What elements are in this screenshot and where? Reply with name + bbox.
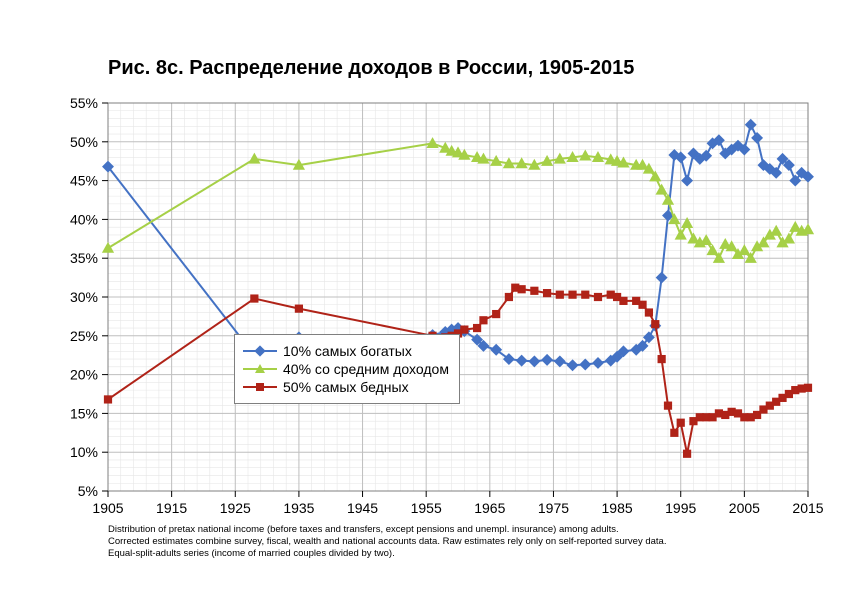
y-axis-label: 40% (70, 211, 98, 227)
series-marker-bottom50 (461, 326, 468, 333)
series-marker-bottom50 (683, 450, 690, 457)
x-axis-label: 1995 (665, 500, 696, 516)
x-axis-label: 2015 (792, 500, 823, 516)
series-marker-bottom50 (251, 295, 258, 302)
legend-label: 40% со средним доходом (283, 361, 449, 377)
x-axis-label: 1945 (347, 500, 378, 516)
x-axis-label: 1915 (156, 500, 187, 516)
footnote-line: Corrected estimates combine survey, fisc… (108, 536, 666, 548)
series-marker-bottom50 (518, 286, 525, 293)
series-marker-middle40 (103, 243, 114, 252)
series-marker-bottom50 (556, 291, 563, 298)
x-axis-label: 1975 (538, 500, 569, 516)
x-axis-label: 1965 (474, 500, 505, 516)
legend-item: 50% самых бедных (243, 379, 449, 395)
series-marker-middle40 (701, 235, 712, 244)
y-axis-label: 10% (70, 444, 98, 460)
series-marker-bottom50 (569, 291, 576, 298)
y-axis-label: 5% (78, 483, 98, 499)
series-marker-top10 (542, 355, 553, 366)
series-marker-middle40 (427, 138, 438, 147)
series-marker-bottom50 (645, 309, 652, 316)
x-axis-label: 1905 (92, 500, 123, 516)
series-marker-bottom50 (480, 317, 487, 324)
series-marker-bottom50 (652, 321, 659, 328)
x-axis-label: 1935 (283, 500, 314, 516)
series-marker-middle40 (803, 224, 814, 233)
legend: 10% самых богатых 40% со средним доходом 5… (234, 334, 460, 404)
series-marker-bottom50 (295, 305, 302, 312)
series-marker-bottom50 (677, 419, 684, 426)
series-marker-top10 (529, 356, 540, 367)
legend-label: 10% самых богатых (283, 343, 412, 359)
y-axis-label: 20% (70, 367, 98, 383)
series-marker-top10 (567, 360, 578, 371)
y-axis-label: 35% (70, 250, 98, 266)
series-marker-top10 (580, 359, 591, 370)
series-marker-bottom50 (671, 429, 678, 436)
y-axis-label: 45% (70, 173, 98, 189)
series-marker-middle40 (675, 230, 686, 239)
x-axis-label: 1955 (411, 500, 442, 516)
series-marker-middle40 (249, 154, 260, 163)
series-marker-bottom50 (594, 293, 601, 300)
series-marker-bottom50 (664, 402, 671, 409)
series-marker-top10 (555, 356, 566, 367)
series-marker-bottom50 (473, 324, 480, 331)
footnote-line: Equal-split-adults series (income of mar… (108, 548, 666, 560)
y-axis-label: 25% (70, 328, 98, 344)
series-marker-bottom50 (531, 287, 538, 294)
series-marker-bottom50 (104, 396, 111, 403)
series-marker-bottom50 (804, 384, 811, 391)
series-marker-bottom50 (639, 301, 646, 308)
series-marker-middle40 (656, 185, 667, 194)
series-marker-middle40 (739, 245, 750, 254)
series-marker-bottom50 (505, 293, 512, 300)
series-marker-bottom50 (493, 310, 500, 317)
series-marker-top10 (745, 119, 756, 130)
footnotes: Distribution of pretax national income (… (108, 524, 666, 560)
series-marker-bottom50 (658, 355, 665, 362)
x-axis-label: 1925 (220, 500, 251, 516)
legend-label: 50% самых бедных (283, 379, 409, 395)
series-marker-bottom50 (582, 291, 589, 298)
series-marker-top10 (682, 175, 693, 186)
series-marker-bottom50 (620, 297, 627, 304)
y-axis-label: 50% (70, 134, 98, 150)
y-axis-label: 30% (70, 289, 98, 305)
footnote-line: Distribution of pretax national income (… (108, 524, 666, 536)
y-axis-label: 55% (70, 95, 98, 111)
series-marker-middle40 (707, 245, 718, 254)
chart-plot: 1905 1915 1925 1935 1945 1955 1965 1975 1985 1995… (0, 0, 842, 595)
series-marker-bottom50 (543, 290, 550, 297)
legend-item: 40% со средним доходом (243, 361, 449, 377)
legend-item: 10% самых богатых (243, 343, 449, 359)
y-axis-label: 15% (70, 405, 98, 421)
x-axis-label: 1985 (602, 500, 633, 516)
series-marker-top10 (516, 355, 527, 366)
x-axis-label: 2005 (729, 500, 760, 516)
